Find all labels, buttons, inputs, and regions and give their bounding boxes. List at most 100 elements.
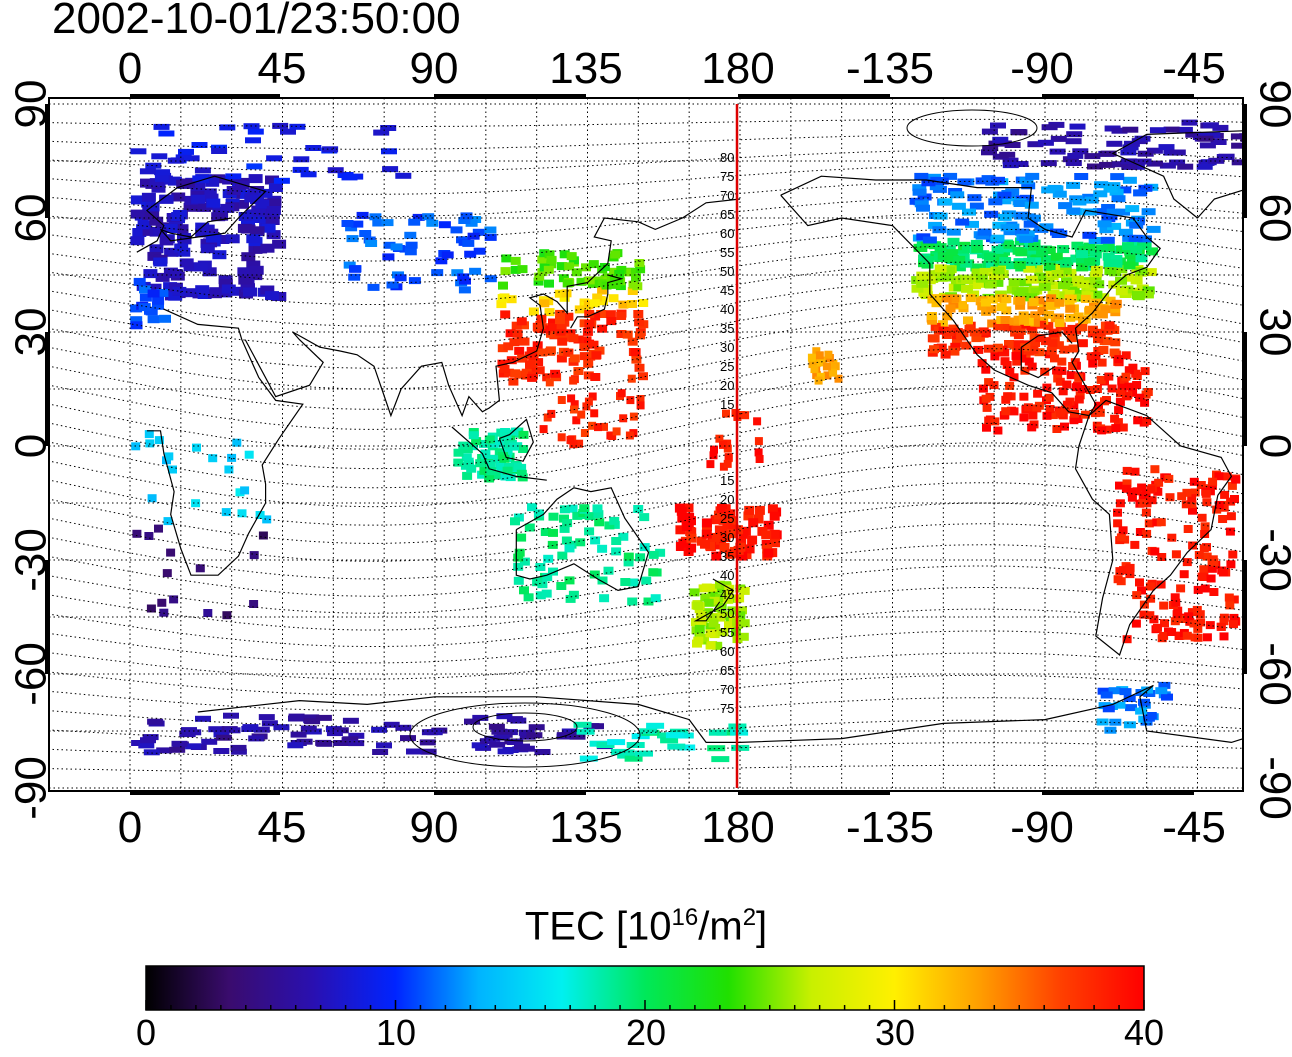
tec-cell	[1034, 272, 1047, 281]
tec-cell	[562, 519, 573, 528]
tec-cell	[156, 289, 169, 297]
tec-cell	[1023, 257, 1036, 266]
tec-cell	[1097, 426, 1107, 435]
tec-cell	[1019, 194, 1034, 202]
tec-cell	[1013, 200, 1028, 207]
tec-cell	[1116, 533, 1126, 542]
tec-cell	[1000, 316, 1011, 324]
tec-cell	[465, 219, 478, 227]
tec-cell	[213, 731, 230, 738]
tec-cell	[1154, 478, 1164, 487]
tec-cell	[590, 409, 599, 418]
tec-cell	[1042, 383, 1052, 392]
tec-cell	[1167, 628, 1177, 636]
tec-cell	[603, 566, 614, 575]
tec-cell	[1030, 264, 1043, 273]
tec-cell	[498, 369, 509, 378]
tec-cell	[382, 166, 399, 173]
tec-cell	[534, 749, 551, 755]
tec-cell	[1125, 570, 1135, 579]
tec-cell	[723, 595, 734, 604]
tec-cell	[933, 212, 948, 220]
tec-cell	[981, 307, 992, 316]
tec-cell	[130, 209, 145, 219]
tec-cell	[949, 347, 960, 356]
tec-cell	[1248, 156, 1264, 162]
tec-cell	[503, 342, 514, 351]
tec-cell	[372, 749, 389, 755]
tec-cell	[300, 171, 317, 178]
tec-cell	[710, 515, 721, 525]
tec-cell	[174, 224, 189, 234]
tec-cell	[1055, 408, 1065, 417]
tec-cell	[500, 267, 511, 276]
tec-cell	[588, 392, 597, 401]
tec-cell	[981, 175, 996, 183]
lon-tick-label: 135	[549, 803, 622, 852]
tec-cell	[710, 445, 718, 454]
tec-cell	[1130, 467, 1140, 476]
tec-cell	[540, 325, 551, 334]
tec-cell	[717, 503, 727, 513]
tec-cell	[138, 742, 155, 749]
magnetic-contour	[49, 697, 1243, 727]
tec-cell	[288, 715, 304, 722]
tec-cell	[527, 373, 538, 382]
tec-cell	[327, 167, 344, 174]
tec-cell	[726, 548, 737, 558]
lon-tick-label: 0	[118, 803, 142, 852]
tec-cell	[1122, 242, 1134, 251]
coastline	[244, 198, 741, 418]
tec-cell	[191, 142, 208, 148]
tec-cell	[1058, 387, 1068, 396]
tec-cell	[195, 285, 210, 295]
tec-cell	[937, 273, 950, 282]
tec-cell	[561, 728, 578, 735]
marker-label: 60	[720, 226, 734, 241]
tec-cell	[1084, 196, 1099, 204]
tec-cell	[1078, 316, 1089, 324]
tec-cell	[1139, 600, 1149, 609]
tec-cell	[1002, 157, 1019, 164]
tec-cell	[537, 255, 548, 264]
magnetic-contour	[49, 652, 1243, 696]
tec-cell	[638, 299, 649, 307]
tec-cell	[359, 230, 372, 237]
tec-cell	[1105, 296, 1116, 305]
tec-cell	[222, 611, 232, 620]
tec-cell	[1077, 385, 1087, 393]
tec-cell	[1077, 339, 1088, 348]
tec-cell	[988, 271, 1001, 280]
tec-cell	[490, 439, 501, 448]
tec-cell	[921, 179, 936, 187]
tec-cell	[1000, 224, 1015, 232]
tec-cell	[990, 352, 1000, 361]
tec-cell	[1039, 223, 1054, 231]
tec-cell	[1038, 316, 1049, 325]
tec-cell	[255, 199, 270, 209]
tec-cell	[693, 601, 704, 610]
tec-cell	[502, 447, 513, 456]
tec-cell	[382, 253, 395, 261]
tec-cell	[260, 243, 275, 253]
tec-cell	[244, 450, 254, 459]
tec-cell	[1125, 205, 1140, 213]
tec-cell	[992, 136, 1009, 143]
magnetic-contour	[49, 764, 1243, 774]
tec-cell	[816, 358, 825, 367]
tec-cell	[1199, 142, 1216, 149]
tec-cell	[588, 723, 604, 730]
magnetic-contour	[49, 118, 1243, 128]
tec-cell	[627, 300, 637, 308]
tec-cell	[1287, 260, 1292, 269]
tec-cell	[916, 271, 929, 280]
tec-cell	[1193, 624, 1203, 633]
tec-cell	[1153, 487, 1163, 496]
tec-cell	[315, 714, 332, 721]
tec-cell	[149, 244, 164, 254]
tec-cell	[1111, 195, 1126, 203]
tec-cell	[823, 371, 832, 380]
tec-cell	[1088, 237, 1103, 244]
tec-cell	[1106, 140, 1123, 147]
frame-bar-bottom	[130, 791, 280, 795]
